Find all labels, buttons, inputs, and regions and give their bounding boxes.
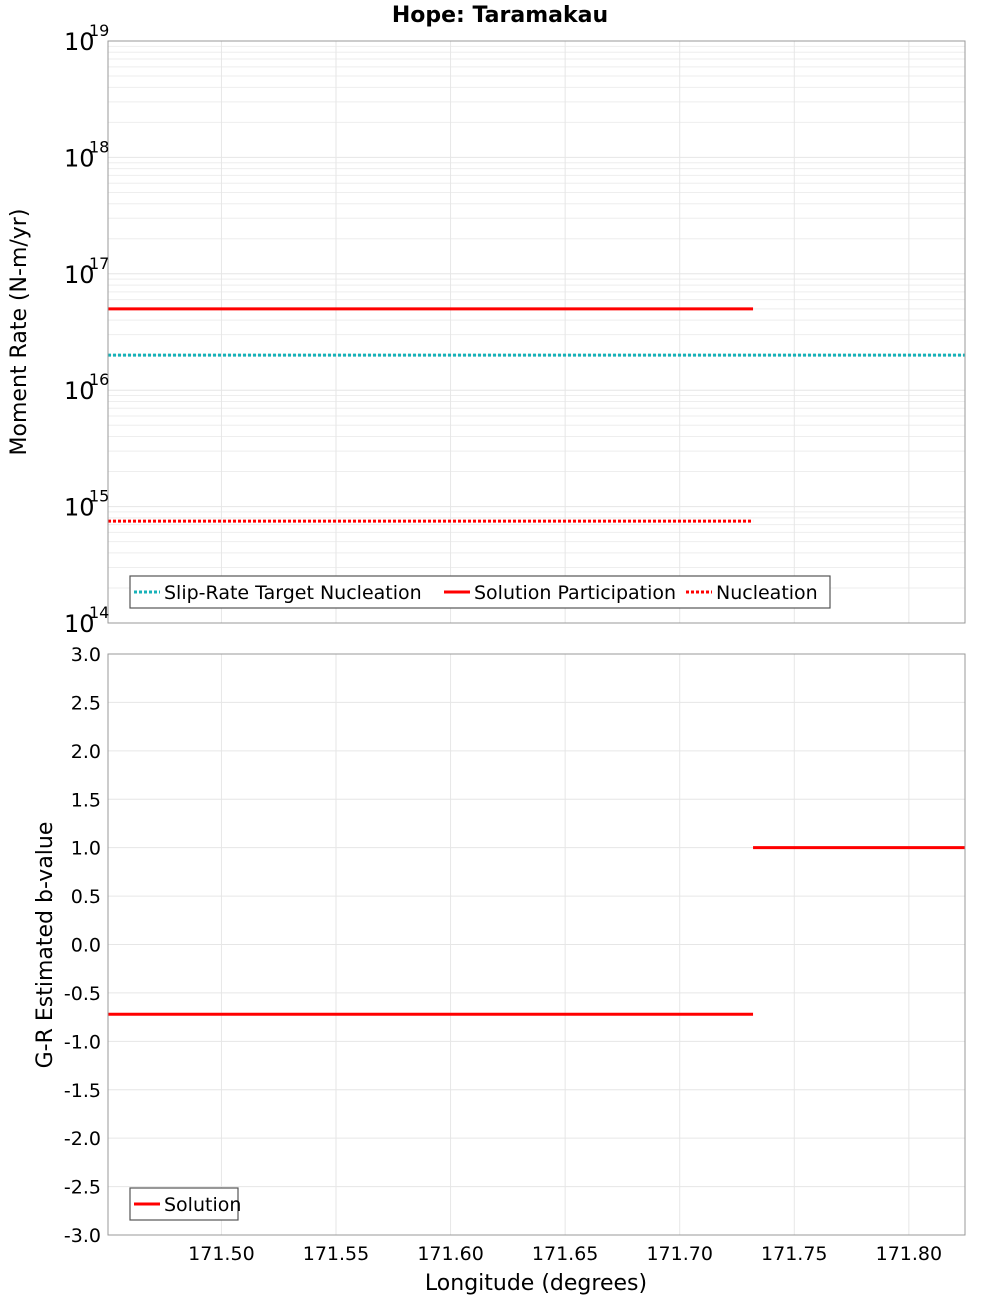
legend-box — [129, 575, 831, 609]
y-tick-label: -1.5 — [64, 1080, 101, 1102]
y-tick-label: -0.5 — [64, 983, 101, 1005]
x-axis-label: Longitude (degrees) — [425, 1271, 647, 1296]
y-tick-label: -3.0 — [64, 1225, 101, 1247]
y-tick-label: 3.0 — [71, 644, 101, 666]
chart-title: Hope: Taramakau — [392, 3, 608, 28]
y-tick-label-exponent: 14 — [89, 603, 109, 622]
y-tick-label-base: 10 — [64, 377, 95, 405]
y-tick-label-base: 10 — [64, 261, 95, 289]
y-tick-label-exponent: 16 — [89, 370, 109, 389]
moment-rate-plot-frame — [107, 40, 966, 624]
moment-rate-legend: Slip-Rate Target Nucleation Solution Part… — [129, 575, 831, 609]
b-value-grid — [108, 653, 965, 1236]
b-value-plot-frame — [107, 653, 966, 1236]
y-tick-label-base: 10 — [64, 494, 95, 522]
y-tick-label-exponent: 19 — [89, 21, 109, 40]
y-tick-label-exponent: 17 — [89, 254, 109, 273]
x-tick-label: 171.65 — [532, 1243, 598, 1265]
x-tick-label: 171.75 — [761, 1243, 827, 1265]
legend-label: Solution Participation — [474, 582, 676, 604]
x-tick-label: 171.70 — [646, 1243, 712, 1265]
b-value-y-ticks: 3.0 2.5 2.0 1.5 1.0 0.5 0.0 -0.5 -1.0 -1.5 -2.0 -2.… — [64, 644, 101, 1247]
y-tick-label: -2.0 — [64, 1128, 101, 1150]
legend-label: Nucleation — [716, 582, 818, 604]
legend-label: Solution — [164, 1194, 241, 1216]
y-tick-label: -1.0 — [64, 1031, 101, 1053]
x-tick-label: 171.80 — [876, 1243, 942, 1265]
x-tick-label: 171.60 — [417, 1243, 483, 1265]
y-tick-label: 2.0 — [71, 741, 101, 763]
y-tick-label-base: 10 — [64, 144, 95, 172]
x-tick-label: 171.50 — [188, 1243, 254, 1265]
y-tick-label-exponent: 18 — [89, 137, 109, 156]
y-tick-label-exponent: 15 — [89, 487, 109, 506]
b-value-series — [108, 846, 965, 1016]
b-value-legend: Solution — [129, 1187, 241, 1221]
b-value-y-axis-label: G-R Estimated b-value — [33, 822, 58, 1069]
b-value-panel: 3.0 2.5 2.0 1.5 1.0 0.5 0.0 -0.5 -1.0 -1.5 -2.0 -2.… — [33, 644, 966, 1296]
moment-rate-series — [108, 307, 965, 523]
moment-rate-y-axis-label: Moment Rate (N-m/yr) — [7, 209, 32, 456]
y-tick-label: 1.5 — [71, 789, 101, 811]
y-tick-label-base: 10 — [64, 610, 95, 638]
y-tick-label: -2.5 — [64, 1177, 101, 1199]
x-tick-label: 171.55 — [303, 1243, 369, 1265]
y-tick-label: 1.0 — [71, 838, 101, 860]
moment-rate-grid — [108, 40, 965, 624]
legend-label: Slip-Rate Target Nucleation — [164, 582, 422, 604]
y-tick-label: 0.0 — [71, 935, 101, 957]
y-tick-label: 2.5 — [71, 692, 101, 714]
y-tick-label-base: 10 — [64, 28, 95, 56]
y-tick-label: 0.5 — [71, 886, 101, 908]
x-ticks: 171.50 171.55 171.60 171.65 171.70 171.75 171.… — [188, 1243, 942, 1265]
